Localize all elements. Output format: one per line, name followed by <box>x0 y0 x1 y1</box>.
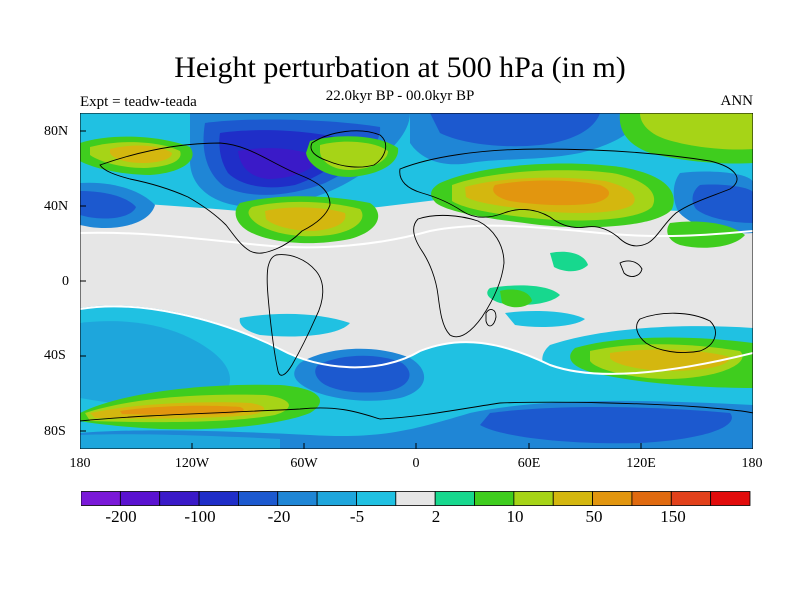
ne-atlantic-yellowgreen <box>320 141 388 170</box>
s-indian-yellow <box>610 349 730 371</box>
na-low-l4 <box>238 148 320 179</box>
n-pacific-low-east-inner <box>692 184 753 223</box>
eurasia-high-orange <box>493 180 610 206</box>
lon-label-180w: 180 <box>69 456 91 471</box>
lon-label-60w: 60W <box>290 456 318 471</box>
lon-label-120w: 120W <box>174 456 210 471</box>
antarctica-outline <box>80 401 753 422</box>
colorbar-label-minus200: -200 <box>105 507 137 526</box>
colorbar-label-minus20: -20 <box>267 507 291 526</box>
figure-subtitle: 22.0kyr BP - 00.0kyr BP <box>325 88 475 104</box>
colorbar-swatch <box>631 491 672 506</box>
colorbar-swatch <box>277 491 318 506</box>
colorbar-label-50: 50 <box>585 507 603 526</box>
colorbar-swatch <box>552 491 593 506</box>
colorbar-label-150: 150 <box>660 507 686 526</box>
tropical-cyan-2 <box>505 311 585 327</box>
coastlines <box>80 130 753 422</box>
experiment-label: Expt = teadw-teada <box>80 94 197 110</box>
figure-title: Height perturbation at 500 hPa (in m) <box>174 51 626 84</box>
colorbar-swatch <box>395 491 436 506</box>
arctic-low-l2 <box>430 113 600 147</box>
colorbar-swatch <box>474 491 515 506</box>
height-perturbation-map <box>80 113 753 449</box>
equatorial-green-blob <box>500 289 532 308</box>
zero-contour-north <box>80 224 753 249</box>
colorbar <box>81 491 751 506</box>
greenland-outline <box>310 130 387 168</box>
tropical-cyan-sw <box>239 313 350 337</box>
colorbar-swatch <box>198 491 239 506</box>
south-america-outline <box>266 254 324 376</box>
lon-label-60e: 60E <box>517 456 541 471</box>
tropical-green-2 <box>550 251 588 272</box>
colorbar-label-2: 2 <box>431 507 441 526</box>
n-pacific-low-west-inner <box>80 191 136 219</box>
colorbar-swatch <box>238 491 279 506</box>
colorbar-swatch <box>434 491 475 506</box>
ne-asia-yellowgreen <box>640 113 753 150</box>
colorbar-swatch <box>159 491 200 506</box>
colorbar-label-minus5: -5 <box>349 507 365 526</box>
africa-outline <box>413 214 505 338</box>
antarctic-lightblue <box>80 434 280 449</box>
zero-contour-south <box>80 305 753 375</box>
lat-label-40s: 40S <box>44 348 66 363</box>
lat-label-40n: 40N <box>44 199 69 214</box>
colorbar-swatch <box>119 491 161 506</box>
colorbar-label-10: 10 <box>506 507 524 526</box>
north-america-outline <box>99 142 331 254</box>
colorbar-swatch <box>356 491 397 506</box>
lon-label-0: 0 <box>412 456 420 471</box>
lat-label-80s: 80S <box>44 424 66 439</box>
australia-outline <box>636 312 716 354</box>
colorbar-swatch <box>710 491 751 506</box>
colorbar-swatch <box>316 491 357 506</box>
eurasia-outline <box>399 148 738 247</box>
lat-label-80n: 80N <box>44 124 69 139</box>
lat-label-eq: 0 <box>62 274 69 289</box>
colorbar-swatch <box>670 491 712 506</box>
colorbar-swatch <box>513 491 554 506</box>
madagascar-outline <box>485 309 497 327</box>
axis-ticks <box>80 130 642 449</box>
contour-fields <box>80 113 753 449</box>
lon-label-120e: 120E <box>626 456 656 471</box>
colorbar-swatch <box>592 491 633 506</box>
antarctic-deep-blue <box>480 407 732 444</box>
s-pacific-blue <box>80 321 230 407</box>
lon-label-180e: 180 <box>741 456 763 471</box>
colorbar-swatch <box>81 491 121 506</box>
colorbar-label-minus100: -100 <box>184 507 216 526</box>
indonesia-outline <box>619 260 643 277</box>
season-label: ANN <box>720 93 754 109</box>
